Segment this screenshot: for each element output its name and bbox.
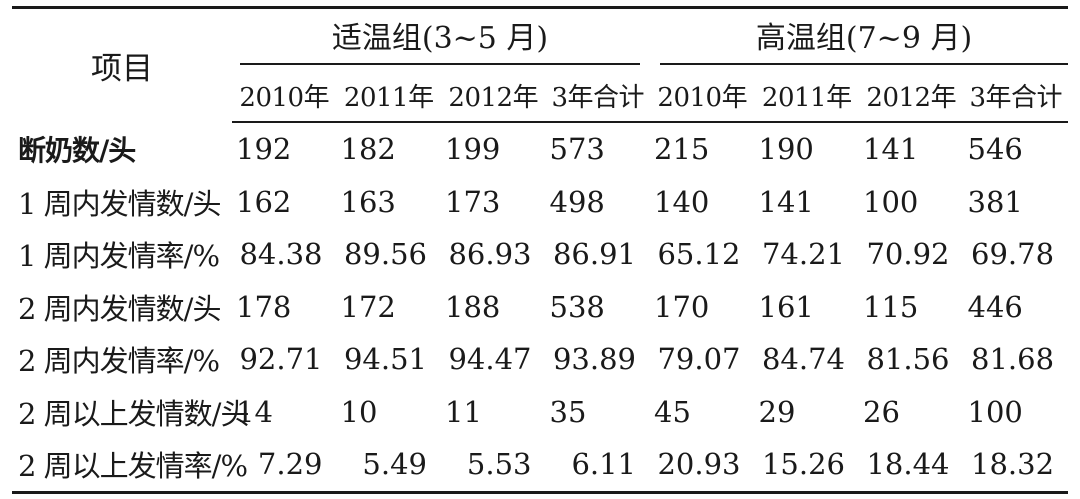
table-cell: 446 [967, 289, 1023, 324]
group-header-high-label: 高温组(7~9 月) [660, 13, 1069, 65]
table-cell: 81.56 [866, 342, 950, 377]
table-cell: 11 [445, 394, 482, 429]
group-header-high: 高温组(7~9 月) [650, 6, 1069, 69]
table-cell: 92.71 [239, 342, 323, 377]
table-cell: 188 [445, 289, 501, 324]
table-cell: 14 [236, 394, 273, 429]
table-cell: 162 [236, 184, 292, 219]
table-cell: 74.21 [761, 237, 846, 272]
table-cell: 140 [654, 184, 710, 219]
table-cell: 86.91 [552, 237, 637, 272]
table-cell: 70.92 [866, 237, 950, 272]
table-cell: 182 [340, 132, 396, 167]
table-row: 1 周内发情率/% 84.38 89.56 86.93 86.91 65.12 … [12, 228, 1068, 281]
table-cell: 573 [549, 132, 605, 167]
table-cell: 84.38 [239, 237, 323, 272]
table-cell: 10 [340, 394, 378, 429]
table-cell: 538 [549, 289, 605, 324]
table-cell: 89.56 [343, 237, 427, 272]
row-label: 2 周内发情率/% [18, 344, 220, 379]
table-cell: 141 [758, 184, 814, 219]
table-cell: 178 [236, 289, 292, 324]
year-header: 3年合计 [545, 69, 651, 123]
table-row: 1 周内发情数/头 162 163 173 498 140 141 100 38… [12, 176, 1068, 229]
table-cell: 86.93 [448, 237, 532, 272]
table-cell: 93.89 [552, 342, 637, 377]
row-label: 断奶数/头 [18, 133, 136, 167]
table-cell: 190 [758, 132, 814, 167]
table-cell: 199 [445, 132, 501, 167]
table-cell: 20.93 [650, 438, 755, 494]
table-cell: 18.44 [859, 438, 964, 494]
table-cell: 84.74 [761, 342, 846, 377]
table-cell: 173 [445, 184, 501, 219]
data-table: 项目 适温组(3~5 月) 高温组(7~9 月) 2010年 2011年 201… [12, 6, 1069, 494]
header-row-groups: 项目 适温组(3~5 月) 高温组(7~9 月) [12, 6, 1069, 122]
row-label: 2 周以上发情率/% [12, 438, 248, 494]
year-header: 2010年 [650, 69, 755, 123]
table-cell: 100 [967, 394, 1023, 429]
table-cell: 7.29 [232, 438, 337, 494]
header-row-years: 2010年 2011年 2012年 3年合计 2010年 2011年 2012年… [12, 69, 1069, 123]
year-header: 2011年 [754, 69, 860, 123]
table-cell: 29 [758, 394, 796, 429]
group-header-moderate: 适温组(3~5 月) [232, 6, 651, 69]
table-cell: 498 [549, 184, 605, 219]
item-header: 项目 [12, 6, 232, 122]
table-cell: 161 [758, 289, 814, 324]
table-cell: 381 [967, 184, 1023, 219]
year-header: 2011年 [336, 69, 441, 123]
table-cell: 170 [654, 289, 710, 324]
row-label: 1 周内发情率/% [18, 239, 220, 274]
year-header: 2010年 [232, 69, 337, 123]
year-header: 2012年 [859, 69, 964, 123]
table-cell: 15.26 [754, 438, 860, 494]
table-cell: 141 [863, 132, 919, 167]
table-row: 2 周内发情数/头 178 172 188 538 170 161 115 44… [12, 281, 1068, 334]
table-cell: 18.32 [963, 438, 1069, 494]
table-cell: 192 [236, 132, 292, 167]
table-cell: 45 [654, 394, 691, 429]
table-cell: 115 [863, 289, 919, 324]
table-cell: 65.12 [657, 237, 741, 272]
table-cell: 81.68 [971, 342, 1055, 377]
row-label: 2 周以上发情数/头 [18, 396, 249, 431]
table-cell: 94.47 [448, 342, 532, 377]
table-cell: 69.78 [971, 237, 1055, 272]
row-label: 2 周内发情数/头 [18, 291, 221, 326]
table-row: 2 周以上发情数/头 14 10 11 35 45 29 26 100 [12, 386, 1068, 439]
table-cell: 26 [863, 394, 900, 429]
table-row: 2 周内发情率/% 92.71 94.51 94.47 93.89 79.07 … [12, 333, 1068, 386]
group-header-moderate-label: 适温组(3~5 月) [240, 13, 641, 65]
table-cell: 6.11 [545, 438, 651, 494]
table-cell: 94.51 [343, 342, 427, 377]
table-cell: 5.53 [441, 438, 546, 494]
table-cell: 163 [340, 184, 396, 219]
table-cell: 215 [654, 132, 710, 167]
table-row: 2 周以上发情率/% 7.29 5.49 5.53 6.11 20.93 15.… [12, 438, 1069, 494]
table-cell: 172 [340, 289, 396, 324]
table-cell: 5.49 [336, 438, 441, 494]
row-label: 1 周内发情数/头 [18, 186, 221, 221]
table-cell: 546 [967, 132, 1023, 167]
table-cell: 79.07 [657, 342, 741, 377]
table-row: 断奶数/头 192 182 199 573 215 190 141 546 [12, 122, 1068, 176]
table-cell: 35 [549, 394, 587, 429]
table-cell: 100 [863, 184, 919, 219]
year-header: 3年合计 [963, 69, 1069, 123]
year-header: 2012年 [441, 69, 546, 123]
